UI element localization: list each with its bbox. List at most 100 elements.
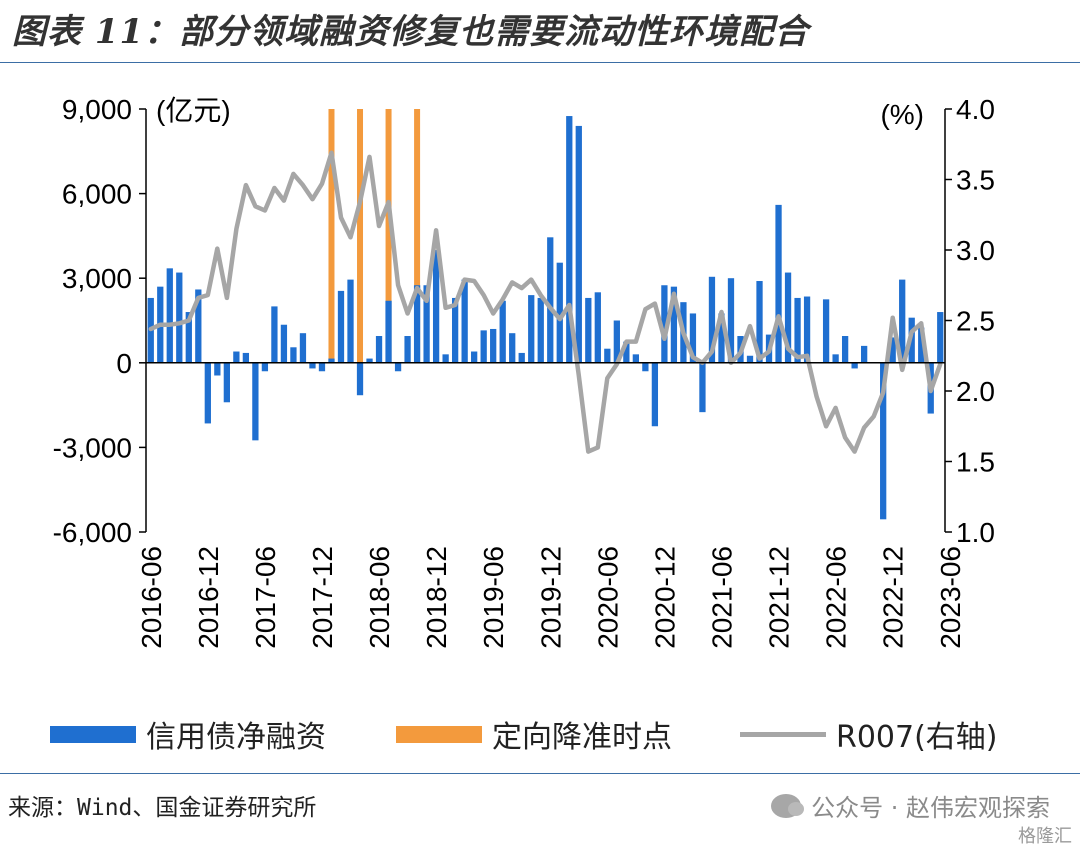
x-axis-tick-label: 2018-12 <box>421 546 452 649</box>
left-axis-tick-label: 9,000 <box>62 94 132 125</box>
credit-bond-bar <box>851 362 858 369</box>
credit-bond-bar <box>299 333 307 363</box>
credit-bond-bar <box>280 324 288 363</box>
credit-bond-bar <box>176 272 183 363</box>
credit-bond-bar <box>451 297 459 363</box>
x-axis-tick-label: 2021-12 <box>764 546 795 649</box>
credit-bond-bar <box>547 237 554 363</box>
credit-bond-bar <box>309 362 316 369</box>
credit-bond-bar <box>185 312 192 363</box>
credit-bond-bar <box>423 285 430 363</box>
credit-bond-bar <box>756 281 763 363</box>
credit-bond-bar <box>822 299 830 363</box>
credit-bond-bar <box>214 362 221 376</box>
credit-bond-bar <box>337 290 345 363</box>
credit-bond-bar <box>556 262 563 363</box>
credit-bond-bar <box>375 336 383 363</box>
credit-bond-bar <box>784 272 792 363</box>
right-axis-tick-label: 3.0 <box>956 235 995 266</box>
legend-swatch-blue <box>50 725 136 743</box>
left-axis-tick-label: -3,000 <box>53 432 132 463</box>
watermark-text: 公众号 · 赵伟宏观探索 <box>811 794 1050 822</box>
legend-swatch-orange <box>396 725 482 743</box>
left-axis-unit-label: (亿元) <box>156 95 231 126</box>
credit-bond-bar <box>480 330 487 363</box>
right-axis-tick-label: 2.0 <box>956 376 995 407</box>
credit-bond-bar <box>594 292 601 363</box>
right-axis-tick-label: 4.0 <box>956 94 995 125</box>
left-axis-tick-label: 3,000 <box>62 263 132 294</box>
credit-bond-bar <box>880 362 887 520</box>
legend-line-gray <box>740 731 826 737</box>
credit-bond-bar <box>366 358 373 363</box>
rrr-cut-bar <box>357 109 364 363</box>
chart-svg: 9,000 6,000 3,000 0 -3,000 -6,000 (亿元) 4.0 3.5 3.… <box>53 94 995 649</box>
right-axis-tick-label: 2.5 <box>956 306 995 337</box>
x-axis-tick-label: 2020-12 <box>649 546 680 649</box>
credit-bond-bar <box>394 362 402 372</box>
credit-bond-bar <box>746 355 754 363</box>
legend-label: 信用债净融资 <box>146 720 326 755</box>
credit-bond-bar <box>861 345 868 363</box>
credit-bond-bar <box>290 347 297 363</box>
credit-bond-bar <box>689 313 697 363</box>
wechat-icon <box>771 793 805 818</box>
credit-bond-bar <box>661 285 668 363</box>
x-axis-tick-label: 2019-12 <box>535 546 566 649</box>
credit-bond-bar <box>166 268 173 363</box>
credit-bond-bar <box>670 286 678 363</box>
left-axis-tick-label: 6,000 <box>62 179 132 210</box>
r007-line <box>148 150 943 454</box>
credit-bond-bar <box>585 297 592 363</box>
credit-bond-bar <box>803 296 811 363</box>
x-axis-tick-label: 2021-06 <box>707 546 738 649</box>
left-axis-tick-label: 0 <box>116 348 132 379</box>
legend-label: R007(右轴) <box>836 720 998 755</box>
credit-bond-bar <box>271 306 278 363</box>
credit-bond-bar <box>413 285 421 363</box>
credit-bond-bar <box>242 352 250 363</box>
credit-bond-bar <box>204 362 211 424</box>
credit-bond-bar <box>918 327 925 363</box>
right-axis-tick-label: 1.5 <box>956 447 995 478</box>
x-axis-tick-label: 2019-06 <box>478 546 509 649</box>
credit-bond-bar <box>708 276 716 363</box>
x-axis-tick-label: 2022-12 <box>878 546 909 649</box>
credit-bond-bar <box>718 313 725 363</box>
credit-bond-bar <box>841 336 849 363</box>
top-rule <box>0 62 1080 63</box>
credit-bond-bar <box>566 116 573 363</box>
credit-bond-bar <box>699 362 706 413</box>
x-axis-tick-label: 2018-06 <box>364 546 395 649</box>
credit-bond-bar <box>509 333 516 363</box>
credit-bond-bar <box>775 204 782 363</box>
bottom-rule <box>0 773 1080 774</box>
credit-bond-bar <box>575 125 582 363</box>
credit-bond-bar <box>537 297 544 363</box>
credit-bond-bar <box>727 278 735 363</box>
x-axis-tick-label: 2016-12 <box>193 546 224 649</box>
credit-bond-bar <box>889 337 896 363</box>
rrr-cut-bar <box>414 109 421 363</box>
credit-bond-bar <box>404 336 411 363</box>
x-axis-tick-label: 2017-06 <box>250 546 281 649</box>
chart-legend: 信用债净融资 定向降准时点 R007(右轴) <box>0 712 1080 756</box>
legend-item-credit-bond: 信用债净融资 <box>50 712 326 756</box>
credit-bond-bar <box>261 362 269 372</box>
credit-bond-bar <box>642 362 649 372</box>
credit-bond-bar <box>356 362 364 396</box>
credit-bond-bar <box>528 295 535 363</box>
left-axis-tick-label: -6,000 <box>53 517 132 548</box>
credit-bond-bar <box>623 341 630 363</box>
credit-bond-bar <box>604 348 611 363</box>
brand-logo-text: 格隆汇 <box>1018 826 1072 847</box>
right-axis-tick-label: 1.0 <box>956 517 995 548</box>
credit-bond-bar <box>937 312 944 363</box>
x-axis-tick-label: 2020-06 <box>592 546 623 649</box>
credit-bond-bar <box>385 300 392 363</box>
x-axis-tick-label: 2017-12 <box>307 546 338 649</box>
rrr-cut-bar <box>328 109 335 363</box>
legend-item-rrr-cut: 定向降准时点 <box>396 712 672 756</box>
credit-bond-bar <box>899 279 906 363</box>
chart-title: 图表 11：部分领域融资修复也需要流动性环境配合 <box>12 12 810 52</box>
